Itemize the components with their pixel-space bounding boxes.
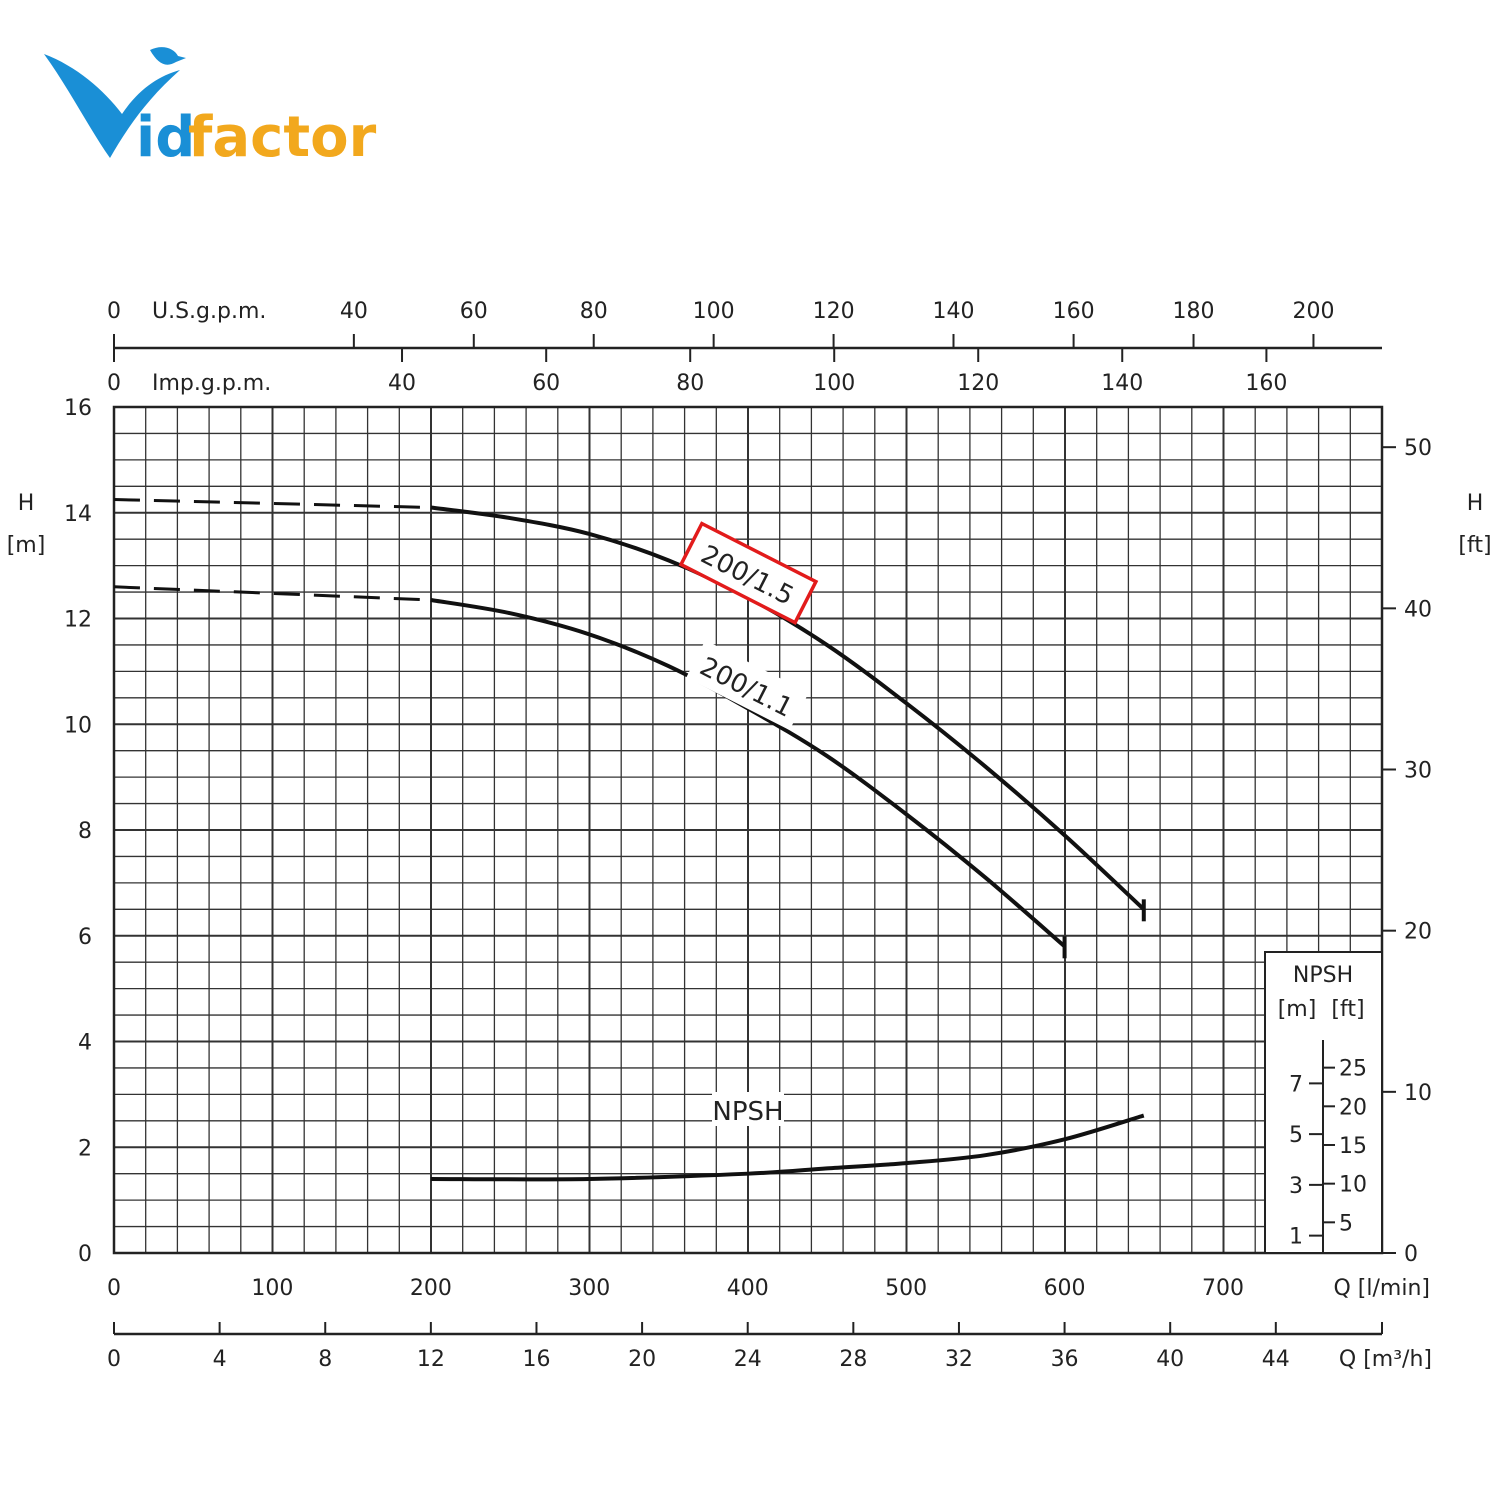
y-right-tick-label: 50 [1404, 436, 1432, 461]
y-left-tick-label: 4 [78, 1031, 92, 1056]
y-left-tick-label: 12 [64, 608, 92, 633]
y-left-tick-label: 10 [64, 713, 92, 738]
x-usgpm-tick-label: 180 [1173, 299, 1215, 324]
x-m3h-tick-label: 20 [628, 1347, 656, 1372]
y-left-tick-label: 8 [78, 819, 92, 844]
x-impgpm-tick-label: 60 [532, 371, 560, 396]
npsh-ft-tick-label: 10 [1339, 1173, 1367, 1198]
x-m3h-tick-label: 16 [522, 1347, 550, 1372]
x-lmin-tick-label: 700 [1202, 1276, 1244, 1301]
y-right-tick-label: 10 [1404, 1081, 1432, 1106]
x-impgpm-label: Imp.g.p.m. [152, 371, 271, 396]
x-m3h-tick-label: 0 [107, 1347, 121, 1372]
x-lmin-tick-label: 200 [410, 1276, 452, 1301]
x-m3h-tick-label: 32 [945, 1347, 973, 1372]
npsh-m-tick-label: 3 [1289, 1174, 1303, 1199]
x-impgpm-tick-label: 120 [957, 371, 999, 396]
x-lmin-tick-label: 500 [885, 1276, 927, 1301]
label-bg [712, 1092, 784, 1126]
x-usgpm-tick-label: 0 [107, 299, 121, 324]
x-m3h-tick-label: 36 [1051, 1347, 1079, 1372]
x-m3h-tick-label: 12 [417, 1347, 445, 1372]
npsh-ft-tick-label: 20 [1339, 1095, 1367, 1120]
y-right-tick-label: 30 [1404, 759, 1432, 784]
x-lmin-tick-label: 300 [568, 1276, 610, 1301]
npsh-ft-tick-label: 25 [1339, 1057, 1367, 1082]
npsh-inset-unit-m: [m] [1278, 997, 1317, 1022]
x-m3h-tick-label: 4 [213, 1347, 227, 1372]
x-m3h-tick-label: 8 [318, 1347, 332, 1372]
plot-frame [112, 405, 1384, 1255]
curve-npsh [430, 1113, 1145, 1182]
x-m3h-label: Q [m³/h] [1339, 1347, 1432, 1372]
x-impgpm-tick-label: 80 [676, 371, 704, 396]
x-usgpm-tick-label: 100 [693, 299, 735, 324]
curves [113, 498, 1146, 1182]
x-lmin-label: Q [l/min] [1334, 1276, 1431, 1301]
y-left-tick-label: 0 [78, 1242, 92, 1267]
x-lmin-tick-label: 100 [251, 1276, 293, 1301]
x-usgpm-tick-label: 80 [580, 299, 608, 324]
x-usgpm-tick-label: 200 [1292, 299, 1334, 324]
npsh-ft-tick-label: 15 [1339, 1134, 1367, 1159]
x-usgpm-label: U.S.g.p.m. [152, 299, 266, 324]
y-left-tick-label: 14 [64, 502, 92, 527]
y-left-label: H [18, 491, 35, 516]
npsh-inset: NPSH [m] [ft] 1 3 5 7 5 10 15 20 25 [1264, 951, 1383, 1254]
label-highlight-box [678, 521, 819, 626]
x-lmin-tick-label: 400 [727, 1276, 769, 1301]
x-lmin-tick-label: 600 [1044, 1276, 1086, 1301]
y-right-tick-label: 40 [1404, 597, 1432, 622]
curve-200-1-5 [430, 505, 1146, 911]
y-right-label: H [1467, 491, 1484, 516]
x-impgpm-tick-label: 160 [1245, 371, 1287, 396]
npsh-ft-tick-label: 5 [1339, 1211, 1353, 1236]
vidfactor-logo: id factor [44, 47, 377, 170]
npsh-m-tick-label: 5 [1289, 1123, 1303, 1148]
bird-icon [44, 47, 186, 158]
npsh-inset-unit-ft: [ft] [1331, 997, 1364, 1022]
x-m3h-tick-label: 40 [1156, 1347, 1184, 1372]
y-right-tick-label: 0 [1404, 1242, 1418, 1267]
chart-grid [112, 405, 1384, 1255]
npsh-m-tick-label: 7 [1289, 1072, 1303, 1097]
x-impgpm-tick-label: 40 [388, 371, 416, 396]
y-left-unit: [m] [7, 533, 46, 558]
x-usgpm-tick-label: 120 [813, 299, 855, 324]
x-usgpm-tick-label: 160 [1053, 299, 1095, 324]
y-left-tick-label: 2 [78, 1136, 92, 1161]
y-left-tick-label: 6 [78, 925, 92, 950]
label-npsh-text: NPSH [712, 1097, 783, 1127]
x-m3h-tick-label: 24 [734, 1347, 762, 1372]
x-lmin-tick-label: 0 [107, 1276, 121, 1301]
y-right-tick-label: 20 [1404, 920, 1432, 945]
x-usgpm-tick-label: 140 [933, 299, 975, 324]
x-impgpm-tick-label: 140 [1101, 371, 1143, 396]
x-usgpm-tick-label: 40 [340, 299, 368, 324]
label-bg [686, 640, 809, 731]
curve-200-1-1-dashed [113, 585, 431, 602]
curve-200-1-5-dashed [113, 498, 431, 509]
x-impgpm-tick-label: 0 [107, 371, 121, 396]
npsh-inset-title: NPSH [1293, 963, 1353, 988]
x-m3h-tick-label: 44 [1262, 1347, 1290, 1372]
x-impgpm-tick-label: 100 [813, 371, 855, 396]
y-right-unit: [ft] [1458, 533, 1491, 558]
npsh-m-tick-label: 1 [1289, 1225, 1303, 1250]
brand-wordmark-blue: id [136, 105, 195, 170]
x-usgpm-tick-label: 60 [460, 299, 488, 324]
brand-wordmark-orange: factor [188, 105, 377, 170]
y-left-tick-label: 16 [64, 396, 92, 421]
x-m3h-tick-label: 28 [839, 1347, 867, 1372]
chart-axes [113, 334, 1396, 1336]
